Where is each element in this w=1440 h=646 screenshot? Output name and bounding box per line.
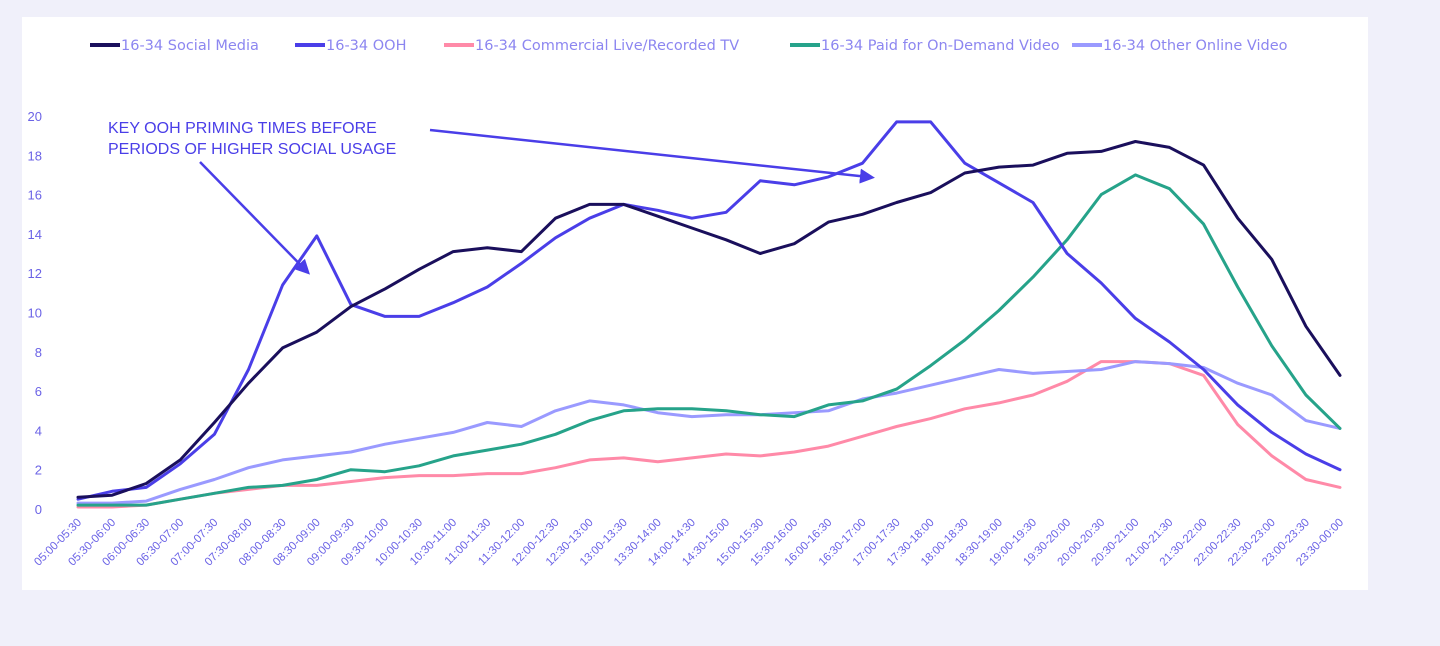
y-tick-label: 0 <box>35 502 42 517</box>
y-tick-label: 20 <box>28 109 42 124</box>
x-axis: 05:00-05:3005:30-06:0006:00-06:3006:30-0… <box>32 517 1346 569</box>
annotation-arrow <box>429 128 875 184</box>
y-tick-label: 10 <box>28 306 42 321</box>
y-tick-label: 14 <box>28 227 42 242</box>
legend-item-3[interactable]: 16-34 Paid for On-Demand Video <box>790 38 1060 54</box>
annotation-text-line: PERIODS OF HIGHER SOCIAL USAGE <box>108 141 396 158</box>
y-axis: 0 2 4 6 8 10 12 14 16 18 20 <box>28 109 42 517</box>
y-tick-label: 2 <box>35 463 42 478</box>
legend-label: 16-34 Other Online Video <box>1103 38 1288 54</box>
legend-item-1[interactable]: 16-34 OOH <box>295 38 406 54</box>
series-line-16-34-other-online-video[interactable] <box>76 360 1342 505</box>
series-line-16-34-paid-for-on-demand-video[interactable] <box>76 173 1342 507</box>
series-layer <box>76 120 1342 509</box>
annotation-arrow <box>199 161 310 275</box>
annotation: KEY OOH PRIMING TIMES BEFORE PERIODS OF H… <box>108 120 875 275</box>
y-tick-label: 16 <box>28 188 42 203</box>
legend-label: 16-34 OOH <box>326 38 406 54</box>
legend: 16-34 Social Media 16-34 OOH 16-34 Commerc… <box>90 38 1288 54</box>
legend-item-2[interactable]: 16-34 Commercial Live/Recorded TV <box>444 38 739 54</box>
y-tick-label: 4 <box>35 423 42 438</box>
line-chart: 16-34 Social Media 16-34 OOH 16-34 Commerc… <box>28 38 1347 569</box>
series-line-16-34-ooh[interactable] <box>76 120 1342 501</box>
legend-item-0[interactable]: 16-34 Social Media <box>90 38 259 54</box>
y-tick-label: 6 <box>35 384 42 399</box>
chart-panel: 16-34 Social Media 16-34 OOH 16-34 Commerc… <box>22 17 1368 590</box>
legend-item-4[interactable]: 16-34 Other Online Video <box>1072 38 1288 54</box>
annotation-text-line: KEY OOH PRIMING TIMES BEFORE <box>108 120 377 137</box>
legend-label: 16-34 Paid for On-Demand Video <box>821 38 1060 54</box>
legend-label: 16-34 Commercial Live/Recorded TV <box>475 38 739 54</box>
y-tick-label: 18 <box>28 148 42 163</box>
legend-label: 16-34 Social Media <box>121 38 259 54</box>
y-tick-label: 12 <box>28 266 42 281</box>
series-line-16-34-social-media[interactable] <box>76 140 1342 499</box>
y-tick-label: 8 <box>35 345 42 360</box>
